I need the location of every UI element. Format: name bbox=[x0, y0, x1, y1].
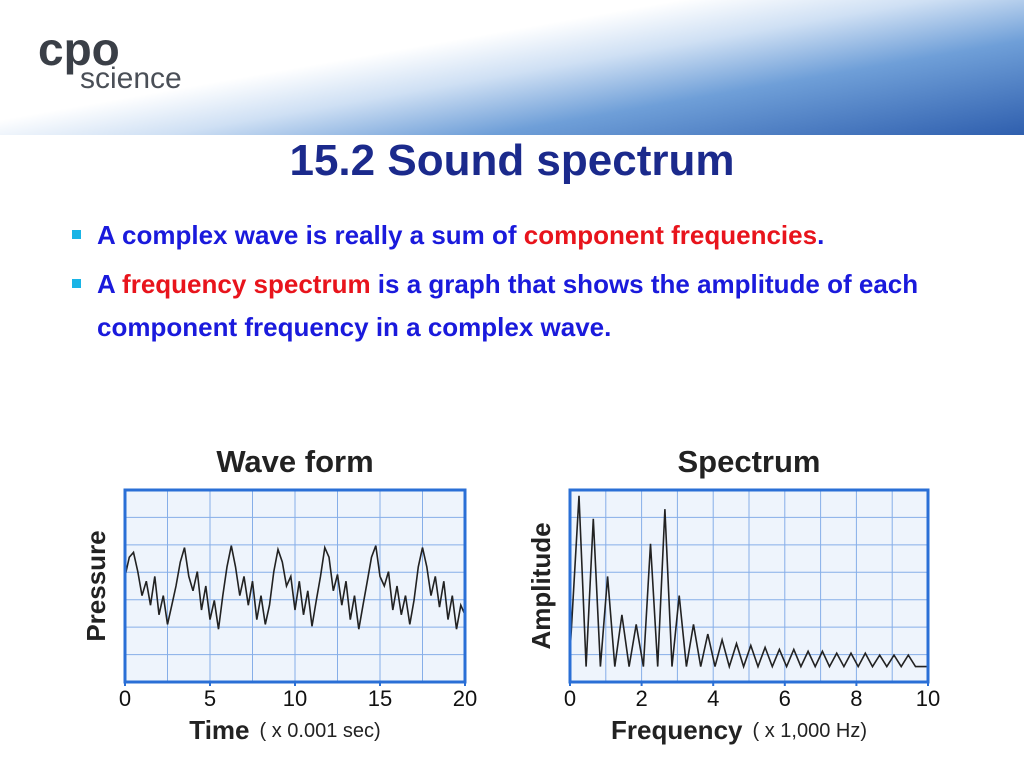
x-tick-label: 0 bbox=[119, 686, 131, 711]
x-tick-label: 5 bbox=[204, 686, 216, 711]
bullet-text: component frequencies bbox=[523, 220, 818, 250]
x-tick-label: 10 bbox=[283, 686, 307, 711]
x-tick-label: 10 bbox=[916, 686, 940, 711]
bullet: A complex wave is really a sum of compon… bbox=[72, 214, 982, 257]
x-axis-label: Time ( x 0.001 sec) bbox=[189, 715, 380, 745]
plot-frame bbox=[568, 488, 930, 684]
x-tick-label: 20 bbox=[453, 686, 477, 711]
x-axis-label-main: Frequency bbox=[611, 715, 743, 745]
bullet-text: A complex wave is really a sum of bbox=[97, 220, 524, 250]
bullet-text: is a graph that shows the amplitude of e… bbox=[97, 269, 919, 342]
chart-title: Wave form bbox=[216, 444, 373, 479]
x-axis-label: Frequency ( x 1,000 Hz) bbox=[611, 715, 867, 745]
y-axis-label: Pressure bbox=[81, 530, 111, 641]
x-axis-label-unit: ( x 0.001 sec) bbox=[260, 720, 381, 742]
bullet-text: A bbox=[97, 269, 123, 299]
bullet: A frequency spectrum is a graph that sho… bbox=[72, 263, 982, 349]
x-axis-label-unit: ( x 1,000 Hz) bbox=[753, 720, 867, 742]
chart-title: Spectrum bbox=[678, 444, 821, 479]
x-tick-label: 15 bbox=[368, 686, 392, 711]
slide-title: 15.2 Sound spectrum bbox=[289, 136, 735, 185]
banner bbox=[0, 0, 1024, 135]
x-tick-label: 2 bbox=[635, 686, 647, 711]
y-axis-label: Amplitude bbox=[526, 522, 556, 649]
bullet-list: A complex wave is really a sum of compon… bbox=[72, 214, 982, 355]
x-tick-label: 6 bbox=[779, 686, 791, 711]
data-line bbox=[124, 544, 466, 630]
x-axis-label-main: Time bbox=[189, 715, 249, 745]
x-tick-label: 8 bbox=[850, 686, 862, 711]
data-line bbox=[569, 495, 928, 670]
x-tick-label: 4 bbox=[707, 686, 719, 711]
plot-frame bbox=[123, 488, 467, 684]
bullet-text: . bbox=[817, 220, 825, 250]
logo: cpo bbox=[38, 23, 120, 75]
bullet-text: frequency spectrum bbox=[122, 269, 371, 299]
logo-subtitle: science bbox=[80, 62, 182, 95]
x-tick-label: 0 bbox=[564, 686, 576, 711]
